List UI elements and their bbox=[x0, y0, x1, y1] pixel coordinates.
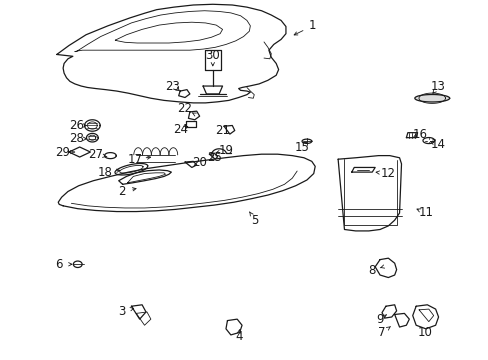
Text: 12: 12 bbox=[380, 167, 395, 180]
Text: 16: 16 bbox=[412, 127, 427, 141]
Text: 25: 25 bbox=[206, 151, 221, 164]
Text: 22: 22 bbox=[177, 103, 192, 116]
Text: 11: 11 bbox=[418, 207, 432, 220]
Text: 27: 27 bbox=[88, 148, 103, 161]
Text: 3: 3 bbox=[118, 305, 125, 318]
Text: 14: 14 bbox=[430, 138, 445, 151]
Text: 18: 18 bbox=[98, 166, 113, 179]
Text: 28: 28 bbox=[69, 132, 83, 145]
Text: 20: 20 bbox=[192, 156, 206, 169]
Text: 4: 4 bbox=[234, 330, 242, 343]
Text: 19: 19 bbox=[218, 144, 233, 157]
Text: 2: 2 bbox=[118, 185, 125, 198]
Text: 5: 5 bbox=[251, 214, 258, 227]
Text: 10: 10 bbox=[417, 326, 431, 339]
Text: 8: 8 bbox=[368, 264, 375, 277]
Polygon shape bbox=[414, 95, 449, 102]
Text: 23: 23 bbox=[164, 80, 180, 93]
Text: 24: 24 bbox=[172, 123, 187, 136]
Text: 7: 7 bbox=[378, 326, 385, 339]
Text: 13: 13 bbox=[430, 80, 445, 93]
Text: 26: 26 bbox=[69, 119, 83, 132]
Text: 29: 29 bbox=[56, 145, 70, 158]
Text: 6: 6 bbox=[55, 258, 63, 271]
Text: 9: 9 bbox=[376, 312, 383, 326]
Text: 30: 30 bbox=[205, 49, 220, 62]
Text: 15: 15 bbox=[294, 140, 309, 153]
Text: 17: 17 bbox=[127, 153, 142, 166]
Text: 1: 1 bbox=[308, 19, 316, 32]
Text: 21: 21 bbox=[215, 124, 229, 137]
